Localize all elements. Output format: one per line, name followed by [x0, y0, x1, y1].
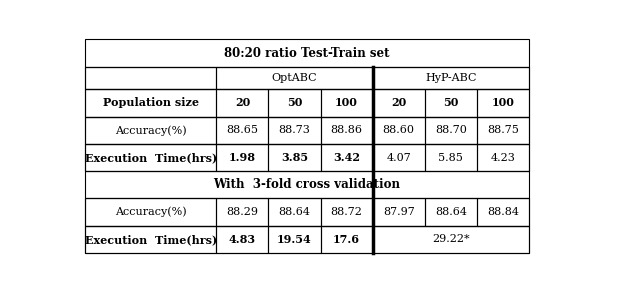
- Text: Population size: Population size: [102, 98, 198, 109]
- Bar: [372, 89, 425, 117]
- Bar: [372, 144, 425, 171]
- Bar: [425, 89, 477, 117]
- Text: 3.85: 3.85: [281, 152, 308, 163]
- Text: 88.84: 88.84: [487, 207, 519, 217]
- Text: 20: 20: [391, 98, 406, 109]
- Text: 88.86: 88.86: [331, 125, 363, 135]
- Bar: [85, 67, 216, 89]
- Bar: [216, 198, 269, 226]
- Text: With  3-fold cross validation: With 3-fold cross validation: [213, 178, 401, 191]
- Text: 29.22*: 29.22*: [432, 234, 470, 244]
- Text: 20: 20: [235, 98, 250, 109]
- Text: 1.98: 1.98: [229, 152, 256, 163]
- Bar: [372, 226, 529, 253]
- Bar: [321, 198, 372, 226]
- Text: 50: 50: [443, 98, 458, 109]
- Text: 80:20 ratio Test-Train set: 80:20 ratio Test-Train set: [224, 46, 390, 60]
- Text: 88.29: 88.29: [227, 207, 259, 217]
- Text: 50: 50: [287, 98, 302, 109]
- Bar: [269, 198, 321, 226]
- Bar: [321, 117, 372, 144]
- Bar: [372, 67, 529, 89]
- Bar: [216, 226, 269, 253]
- Text: 88.70: 88.70: [435, 125, 467, 135]
- Bar: [85, 226, 216, 253]
- Text: Accuracy(%): Accuracy(%): [115, 125, 186, 136]
- Bar: [425, 144, 477, 171]
- Bar: [85, 117, 529, 144]
- Text: Execution  Time(hrs): Execution Time(hrs): [84, 234, 217, 245]
- Bar: [85, 40, 529, 67]
- Bar: [372, 117, 425, 144]
- Text: 88.65: 88.65: [227, 125, 259, 135]
- Text: 87.97: 87.97: [383, 207, 415, 217]
- Bar: [477, 144, 529, 171]
- Bar: [372, 198, 425, 226]
- Bar: [85, 198, 529, 226]
- Bar: [269, 226, 321, 253]
- Bar: [269, 144, 321, 171]
- Text: 3.42: 3.42: [333, 152, 360, 163]
- Bar: [85, 144, 529, 171]
- Text: 88.73: 88.73: [278, 125, 310, 135]
- Bar: [216, 117, 269, 144]
- Text: Accuracy(%): Accuracy(%): [115, 207, 186, 217]
- Text: 88.64: 88.64: [435, 207, 467, 217]
- Bar: [477, 198, 529, 226]
- Bar: [85, 89, 529, 117]
- Bar: [85, 89, 216, 117]
- Text: Execution  Time(hrs): Execution Time(hrs): [84, 152, 217, 163]
- Bar: [477, 117, 529, 144]
- Text: OptABC: OptABC: [272, 73, 317, 83]
- Bar: [321, 226, 372, 253]
- Text: 19.54: 19.54: [277, 234, 312, 245]
- Text: 4.23: 4.23: [490, 152, 515, 163]
- Bar: [425, 198, 477, 226]
- Bar: [477, 89, 529, 117]
- Bar: [85, 198, 216, 226]
- Bar: [321, 89, 372, 117]
- Text: 88.72: 88.72: [331, 207, 362, 217]
- Bar: [216, 144, 269, 171]
- Text: 4.07: 4.07: [387, 152, 411, 163]
- Bar: [425, 117, 477, 144]
- Bar: [269, 117, 321, 144]
- Text: 88.75: 88.75: [487, 125, 519, 135]
- Text: HyP-ABC: HyP-ABC: [425, 73, 477, 83]
- Text: 17.6: 17.6: [333, 234, 360, 245]
- Bar: [216, 89, 269, 117]
- Bar: [85, 117, 216, 144]
- Text: 100: 100: [492, 98, 515, 109]
- Text: 5.85: 5.85: [438, 152, 463, 163]
- Bar: [85, 226, 529, 253]
- Text: 100: 100: [335, 98, 358, 109]
- Bar: [85, 144, 216, 171]
- Bar: [216, 67, 372, 89]
- Text: 4.83: 4.83: [229, 234, 256, 245]
- Bar: [85, 67, 529, 89]
- Text: 88.64: 88.64: [278, 207, 310, 217]
- Bar: [269, 89, 321, 117]
- Bar: [321, 144, 372, 171]
- Text: 88.60: 88.60: [383, 125, 415, 135]
- Bar: [85, 171, 529, 198]
